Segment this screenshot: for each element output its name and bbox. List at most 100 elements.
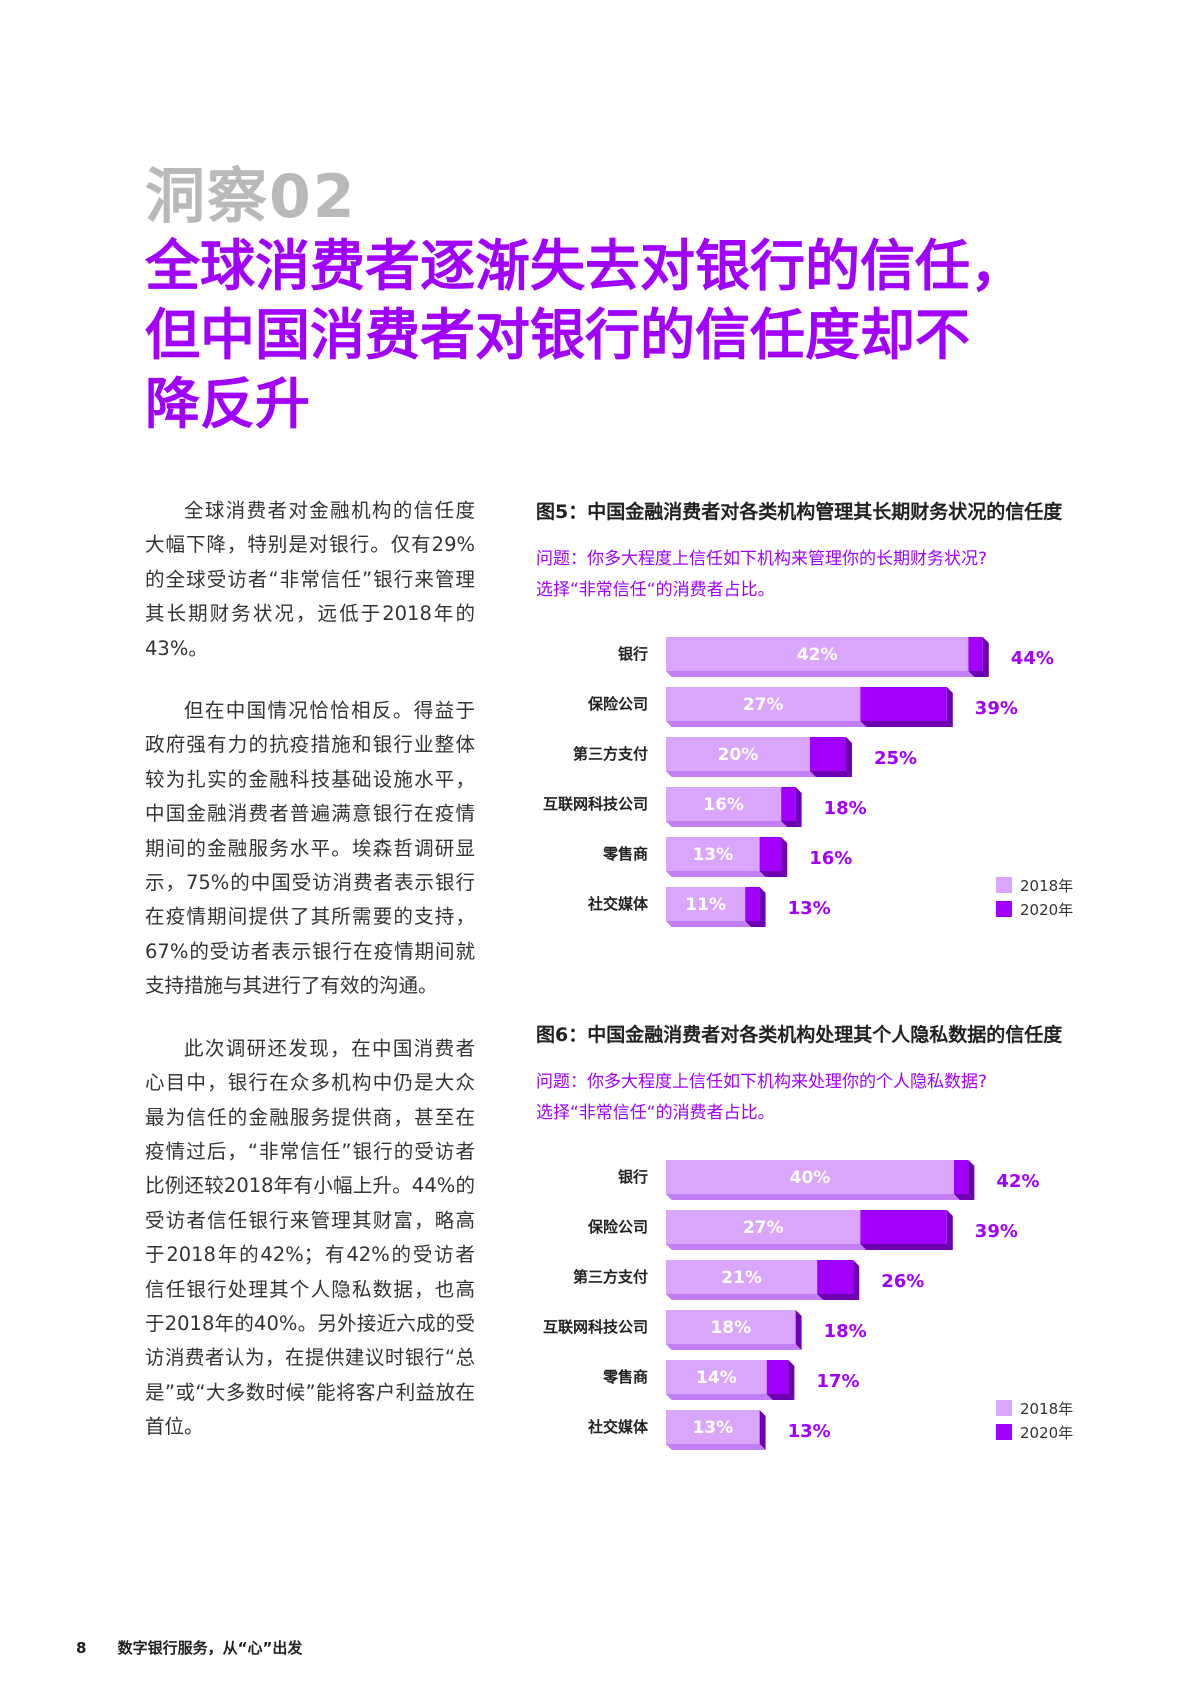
bar-2018 [666, 737, 810, 771]
data-label-2018: 16% [703, 795, 744, 815]
bar-2018 [666, 1210, 861, 1244]
trust-chart-privacy: 银行 40% 42% 保险公司 27% 39% 第三方支付 21% 26% 互联网科技公司 18% 1… [543, 1160, 1073, 1450]
bar-group: 银行 42% 44% [618, 637, 1054, 677]
data-label-2018: 20% [718, 745, 759, 765]
data-label-2018: 13% [692, 845, 733, 865]
bar-2018-bottom [666, 871, 766, 877]
bar-2018-bottom [666, 1344, 802, 1350]
data-label-2018: 18% [710, 1318, 751, 1338]
bar-2018 [666, 1260, 818, 1294]
page-number: 8 [76, 1639, 87, 1657]
bar-2018-bottom [666, 1444, 766, 1450]
bar-2020-side [759, 887, 766, 927]
bar-2018-bottom [666, 1394, 773, 1400]
bar-2020-side [968, 1160, 975, 1200]
bar-2018-bottom [666, 821, 788, 827]
bar-group: 社交媒体 11% 13% [587, 887, 831, 927]
legend: 2018年 2020年 [996, 1400, 1073, 1442]
bar-group: 保险公司 27% 39% [587, 687, 1018, 727]
bar-group: 零售商 13% 16% [602, 837, 852, 877]
category-label: 第三方支付 [573, 745, 648, 763]
bar-2018-bottom [666, 671, 975, 677]
bar-group: 互联网科技公司 18% 18% [543, 1310, 867, 1350]
bar-group: 互联网科技公司 16% 18% [543, 787, 867, 827]
category-label: 银行 [618, 1168, 648, 1186]
bar-2020-side [946, 1210, 953, 1250]
data-label-2020: 13% [788, 898, 831, 919]
bar-2018-bottom [666, 1294, 824, 1300]
data-label-2020: 26% [881, 1271, 924, 1292]
bar-group: 银行 40% 42% [618, 1160, 1039, 1200]
figure-title: 图6：中国金融消费者对各类机构处理其个人隐私数据的信任度 [536, 1024, 1063, 1046]
paragraph-3: 此次调研还发现，在中国消费者心目中，银行在众多机构中仍是大众最为信任的金融服务提… [145, 1036, 475, 1439]
bar-2018-bottom [666, 1244, 867, 1250]
body-text: 全球消费者对金融机构的信任度大幅下降，特别是对银行。仅有29%的全球受访者“非常… [145, 494, 475, 1473]
data-label-2018: 11% [685, 895, 726, 915]
figure-question-line-1: 问题：你多大程度上信任如下机构来管理你的长期财务状况? [536, 549, 988, 569]
legend-swatch-2018 [996, 1400, 1012, 1416]
bar-2018 [666, 1310, 796, 1344]
figure-question: 问题：你多大程度上信任如下机构来处理你的个人隐私数据? 选择“非常信任“的消费者… [536, 1067, 1136, 1129]
category-label: 零售商 [602, 845, 648, 863]
data-label-2018: 13% [692, 1418, 733, 1438]
data-label-2018: 14% [696, 1368, 737, 1388]
bar-2018 [666, 1410, 760, 1444]
figure-question-line-1: 问题：你多大程度上信任如下机构来处理你的个人隐私数据? [536, 1072, 988, 1092]
category-label: 社交媒体 [587, 1418, 649, 1436]
legend-label-2018: 2018年 [1020, 1400, 1073, 1418]
data-label-2020: 16% [809, 848, 852, 869]
figure-5: 图5：中国金融消费者对各类机构管理其长期财务状况的信任度 问题：你多大程度上信任… [536, 497, 1136, 947]
category-label: 互联网科技公司 [543, 795, 648, 813]
category-label: 零售商 [602, 1368, 648, 1386]
figure-6: 图6：中国金融消费者对各类机构处理其个人隐私数据的信任度 问题：你多大程度上信任… [536, 1020, 1136, 1470]
data-label-2018: 21% [721, 1268, 762, 1288]
data-label-2020: 13% [788, 1421, 831, 1442]
footer-title: 数字银行服务，从“心”出发 [117, 1639, 303, 1657]
data-label-2018: 42% [797, 645, 838, 665]
bar-2020-side [795, 787, 802, 827]
legend-label-2020: 2020年 [1020, 1424, 1073, 1442]
legend-label-2018: 2018年 [1020, 877, 1073, 895]
bar-group: 第三方支付 21% 26% [573, 1260, 924, 1300]
bar-group: 第三方支付 20% 25% [573, 737, 917, 777]
legend-swatch-2020 [996, 1424, 1012, 1440]
bar-2018-bottom [666, 921, 752, 927]
bar-2018 [666, 887, 746, 921]
headline: 全球消费者逐渐失去对银行的信任， 但中国消费者对银行的信任度却不 降反升 [145, 232, 1065, 439]
bar-2020-side [759, 1410, 766, 1450]
data-label-2020: 17% [816, 1371, 859, 1392]
headline-line-2: 但中国消费者对银行的信任度却不 [145, 303, 971, 367]
bar-2018 [666, 837, 760, 871]
data-label-2020: 44% [1011, 648, 1054, 669]
bar-group: 社交媒体 13% 13% [587, 1410, 831, 1450]
data-label-2020: 25% [874, 748, 917, 769]
category-label: 第三方支付 [573, 1268, 648, 1286]
bar-group: 保险公司 27% 39% [587, 1210, 1018, 1250]
data-label-2020: 18% [824, 798, 867, 819]
bar-2018 [666, 1160, 954, 1194]
bar-2018 [666, 687, 861, 721]
bar-2020-side [846, 737, 852, 777]
bar-2018 [666, 787, 782, 821]
category-label: 社交媒体 [587, 895, 649, 913]
data-label-2020: 18% [824, 1321, 867, 1342]
figure-title: 图5：中国金融消费者对各类机构管理其长期财务状况的信任度 [536, 501, 1063, 523]
category-label: 保险公司 [587, 1218, 648, 1236]
bar-2020-side [946, 687, 953, 727]
bar-2020-side [853, 1260, 860, 1300]
bar-2020-side [781, 837, 788, 877]
paragraph-2: 但在中国情况恰恰相反。得益于政府强有力的抗疫措施和银行业整体较为扎实的金融科技基… [145, 699, 475, 998]
category-label: 互联网科技公司 [543, 1318, 648, 1336]
category-label: 保险公司 [587, 695, 648, 713]
data-label-2020: 42% [996, 1171, 1039, 1192]
data-label-2020: 39% [975, 1221, 1018, 1242]
headline-line-3: 降反升 [145, 372, 311, 436]
bar-2020-side [982, 637, 989, 677]
legend-swatch-2018 [996, 877, 1012, 893]
data-label-2020: 39% [975, 698, 1018, 719]
bar-group: 零售商 14% 17% [602, 1360, 859, 1400]
figure-question-line-2: 选择“非常信任“的消费者占比。 [536, 1103, 775, 1123]
figure-question: 问题：你多大程度上信任如下机构来管理你的长期财务状况? 选择“非常信任“的消费者… [536, 544, 1136, 606]
data-label-2018: 27% [743, 695, 784, 715]
bar-2018 [666, 1360, 767, 1394]
